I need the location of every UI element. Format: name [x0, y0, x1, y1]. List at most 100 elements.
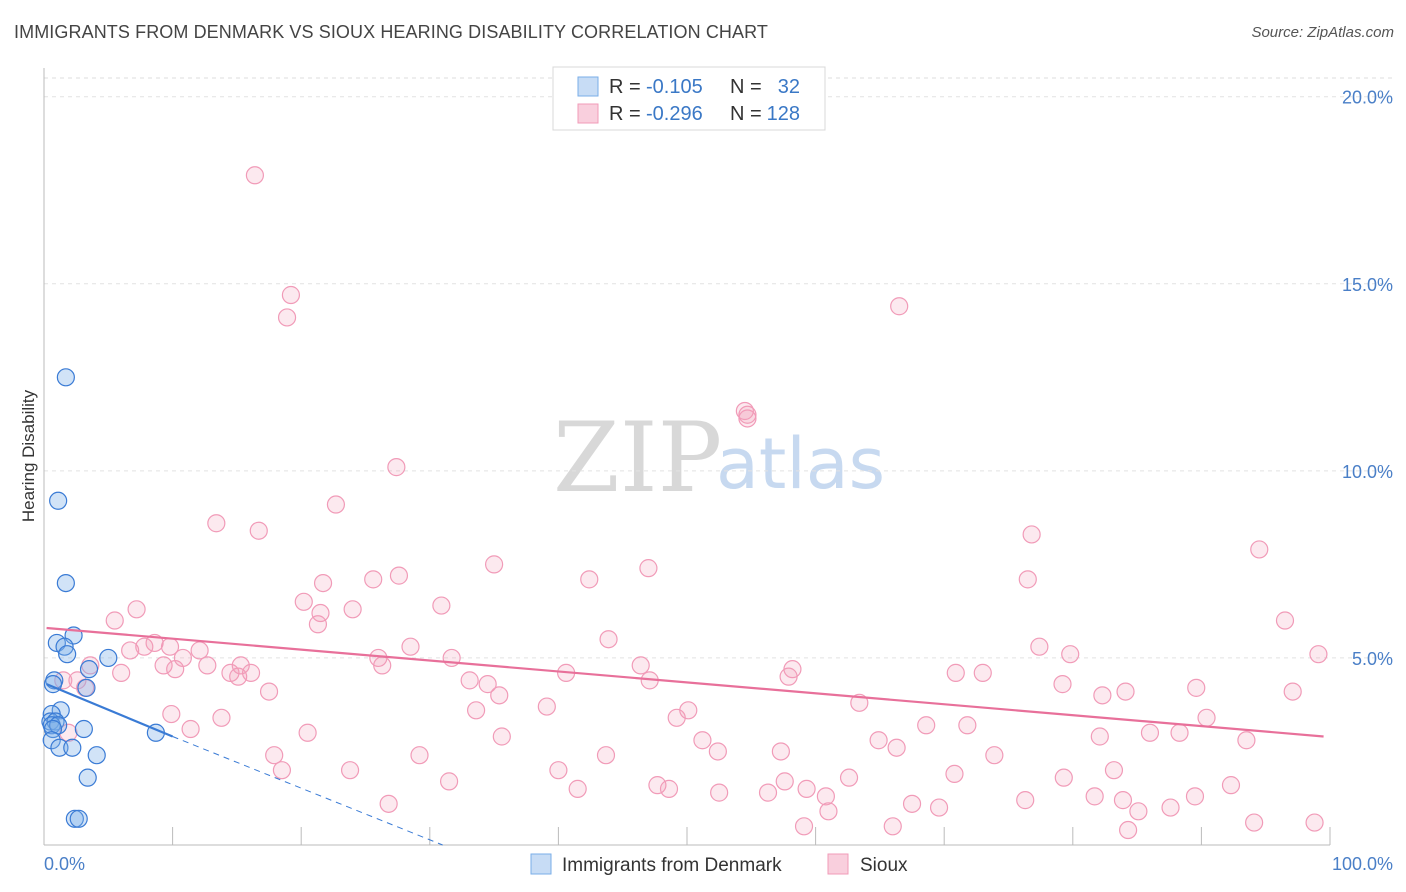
sioux-point — [277, 308, 297, 327]
sioux-point — [1187, 678, 1206, 697]
sioux-point — [1197, 708, 1216, 727]
sioux-point — [272, 761, 292, 780]
denmark-trend-extension — [172, 736, 443, 846]
sioux-point — [127, 600, 146, 619]
y-tick-label: 20.0% — [1342, 88, 1393, 108]
sioux-point — [946, 663, 965, 682]
sioux-point — [105, 611, 124, 630]
legend-swatch-sioux — [577, 103, 599, 124]
sioux-point — [492, 727, 511, 746]
sioux-point — [794, 817, 814, 836]
legend-r-value-denmark: -0.105 — [646, 76, 703, 98]
x-tick-label-max: 100.0% — [1332, 854, 1393, 874]
legend-swatch-denmark — [577, 76, 599, 97]
sioux-point — [1022, 525, 1041, 544]
sioux-point — [819, 802, 838, 821]
sioux-point — [311, 603, 330, 623]
sioux-point — [432, 596, 451, 615]
y-tick-label: 5.0% — [1352, 649, 1393, 669]
denmark-point — [58, 645, 77, 664]
sioux-point — [1283, 682, 1302, 701]
sioux-point — [1275, 611, 1295, 630]
legend-n-label-denmark: N = — [730, 76, 762, 98]
sioux-point — [373, 656, 392, 675]
source-label: Source: ZipAtlas.com — [1251, 24, 1394, 41]
sioux-point — [121, 641, 140, 660]
sioux-point — [1016, 791, 1035, 810]
sioux-point — [181, 719, 200, 739]
bottom-legend-swatch-denmark — [530, 853, 552, 875]
sioux-point — [340, 761, 360, 780]
denmark-point — [56, 573, 75, 593]
sioux-point — [1305, 813, 1324, 832]
y-tick-label: 10.0% — [1342, 462, 1393, 482]
sioux-point — [599, 630, 618, 649]
sioux-point — [1129, 802, 1148, 821]
sioux-point — [198, 656, 217, 675]
sioux-point — [771, 742, 790, 761]
sioux-point — [212, 708, 231, 727]
sioux-point — [1090, 727, 1109, 746]
sioux-point — [568, 779, 587, 798]
sioux-point — [154, 656, 173, 675]
denmark-point — [42, 731, 61, 750]
correlation-legend: R = -0.105 N = 32 R = -0.296 N = 128 — [552, 66, 826, 131]
chart-title: IMMIGRANTS FROM DENMARK VS SIOUX HEARING… — [14, 22, 768, 42]
sioux-point — [1116, 682, 1135, 701]
denmark-point — [87, 746, 106, 765]
sioux-point — [1030, 637, 1049, 656]
gridlines — [44, 77, 1392, 659]
sioux-point — [112, 663, 131, 682]
series-legend: Immigrants from Denmark Sioux — [530, 853, 908, 876]
legend-n-value-sioux: 128 — [767, 103, 800, 125]
sioux-point — [710, 783, 729, 802]
trend-lines — [46, 626, 1324, 846]
legend-r-label-denmark: R = — [609, 76, 641, 98]
sioux-point — [639, 559, 658, 578]
sioux-point — [1140, 723, 1160, 742]
sioux-trend-line — [46, 626, 1324, 738]
sioux-point — [245, 166, 265, 185]
sioux-point — [401, 637, 420, 656]
sioux-point — [1093, 686, 1112, 705]
sioux-point — [631, 656, 650, 675]
sioux-point — [1245, 813, 1264, 832]
sioux-point — [1221, 776, 1241, 795]
sioux-point — [758, 783, 778, 802]
sioux-point — [917, 716, 936, 735]
sioux-point — [549, 761, 568, 780]
sioux-point — [1170, 723, 1189, 742]
sioux-points — [54, 166, 1328, 840]
sioux-point — [708, 742, 727, 761]
legend-n-value-denmark: 32 — [778, 76, 800, 98]
sioux-point — [693, 731, 712, 750]
denmark-point — [63, 738, 82, 757]
sioux-point — [1061, 645, 1080, 664]
denmark-points — [41, 368, 165, 828]
y-tick-labels: 5.0% 10.0% 15.0% 20.0% — [1342, 88, 1393, 669]
denmark-point — [77, 678, 96, 697]
sioux-point — [1161, 798, 1180, 817]
sioux-point — [1250, 540, 1269, 559]
denmark-trend-line — [46, 683, 174, 738]
sioux-point — [162, 704, 181, 724]
sioux-point — [145, 633, 164, 653]
sioux-point — [1053, 675, 1072, 694]
legend-n-label-sioux: N = — [730, 103, 762, 125]
legend-r-label-sioux: R = — [609, 103, 641, 125]
denmark-point — [69, 809, 88, 828]
sioux-point — [985, 746, 1004, 765]
bottom-legend-denmark: Immigrants from Denmark — [562, 855, 782, 876]
bottom-legend-swatch-sioux — [827, 853, 849, 875]
denmark-point — [56, 368, 75, 387]
sioux-point — [596, 746, 616, 765]
sioux-point — [883, 817, 902, 836]
sioux-point — [1104, 761, 1124, 780]
denmark-point — [55, 637, 74, 656]
sioux-point — [460, 671, 479, 690]
sioux-point — [387, 458, 406, 477]
sioux-point — [1113, 791, 1133, 810]
sioux-point — [59, 723, 78, 742]
sioux-point — [1118, 820, 1138, 840]
